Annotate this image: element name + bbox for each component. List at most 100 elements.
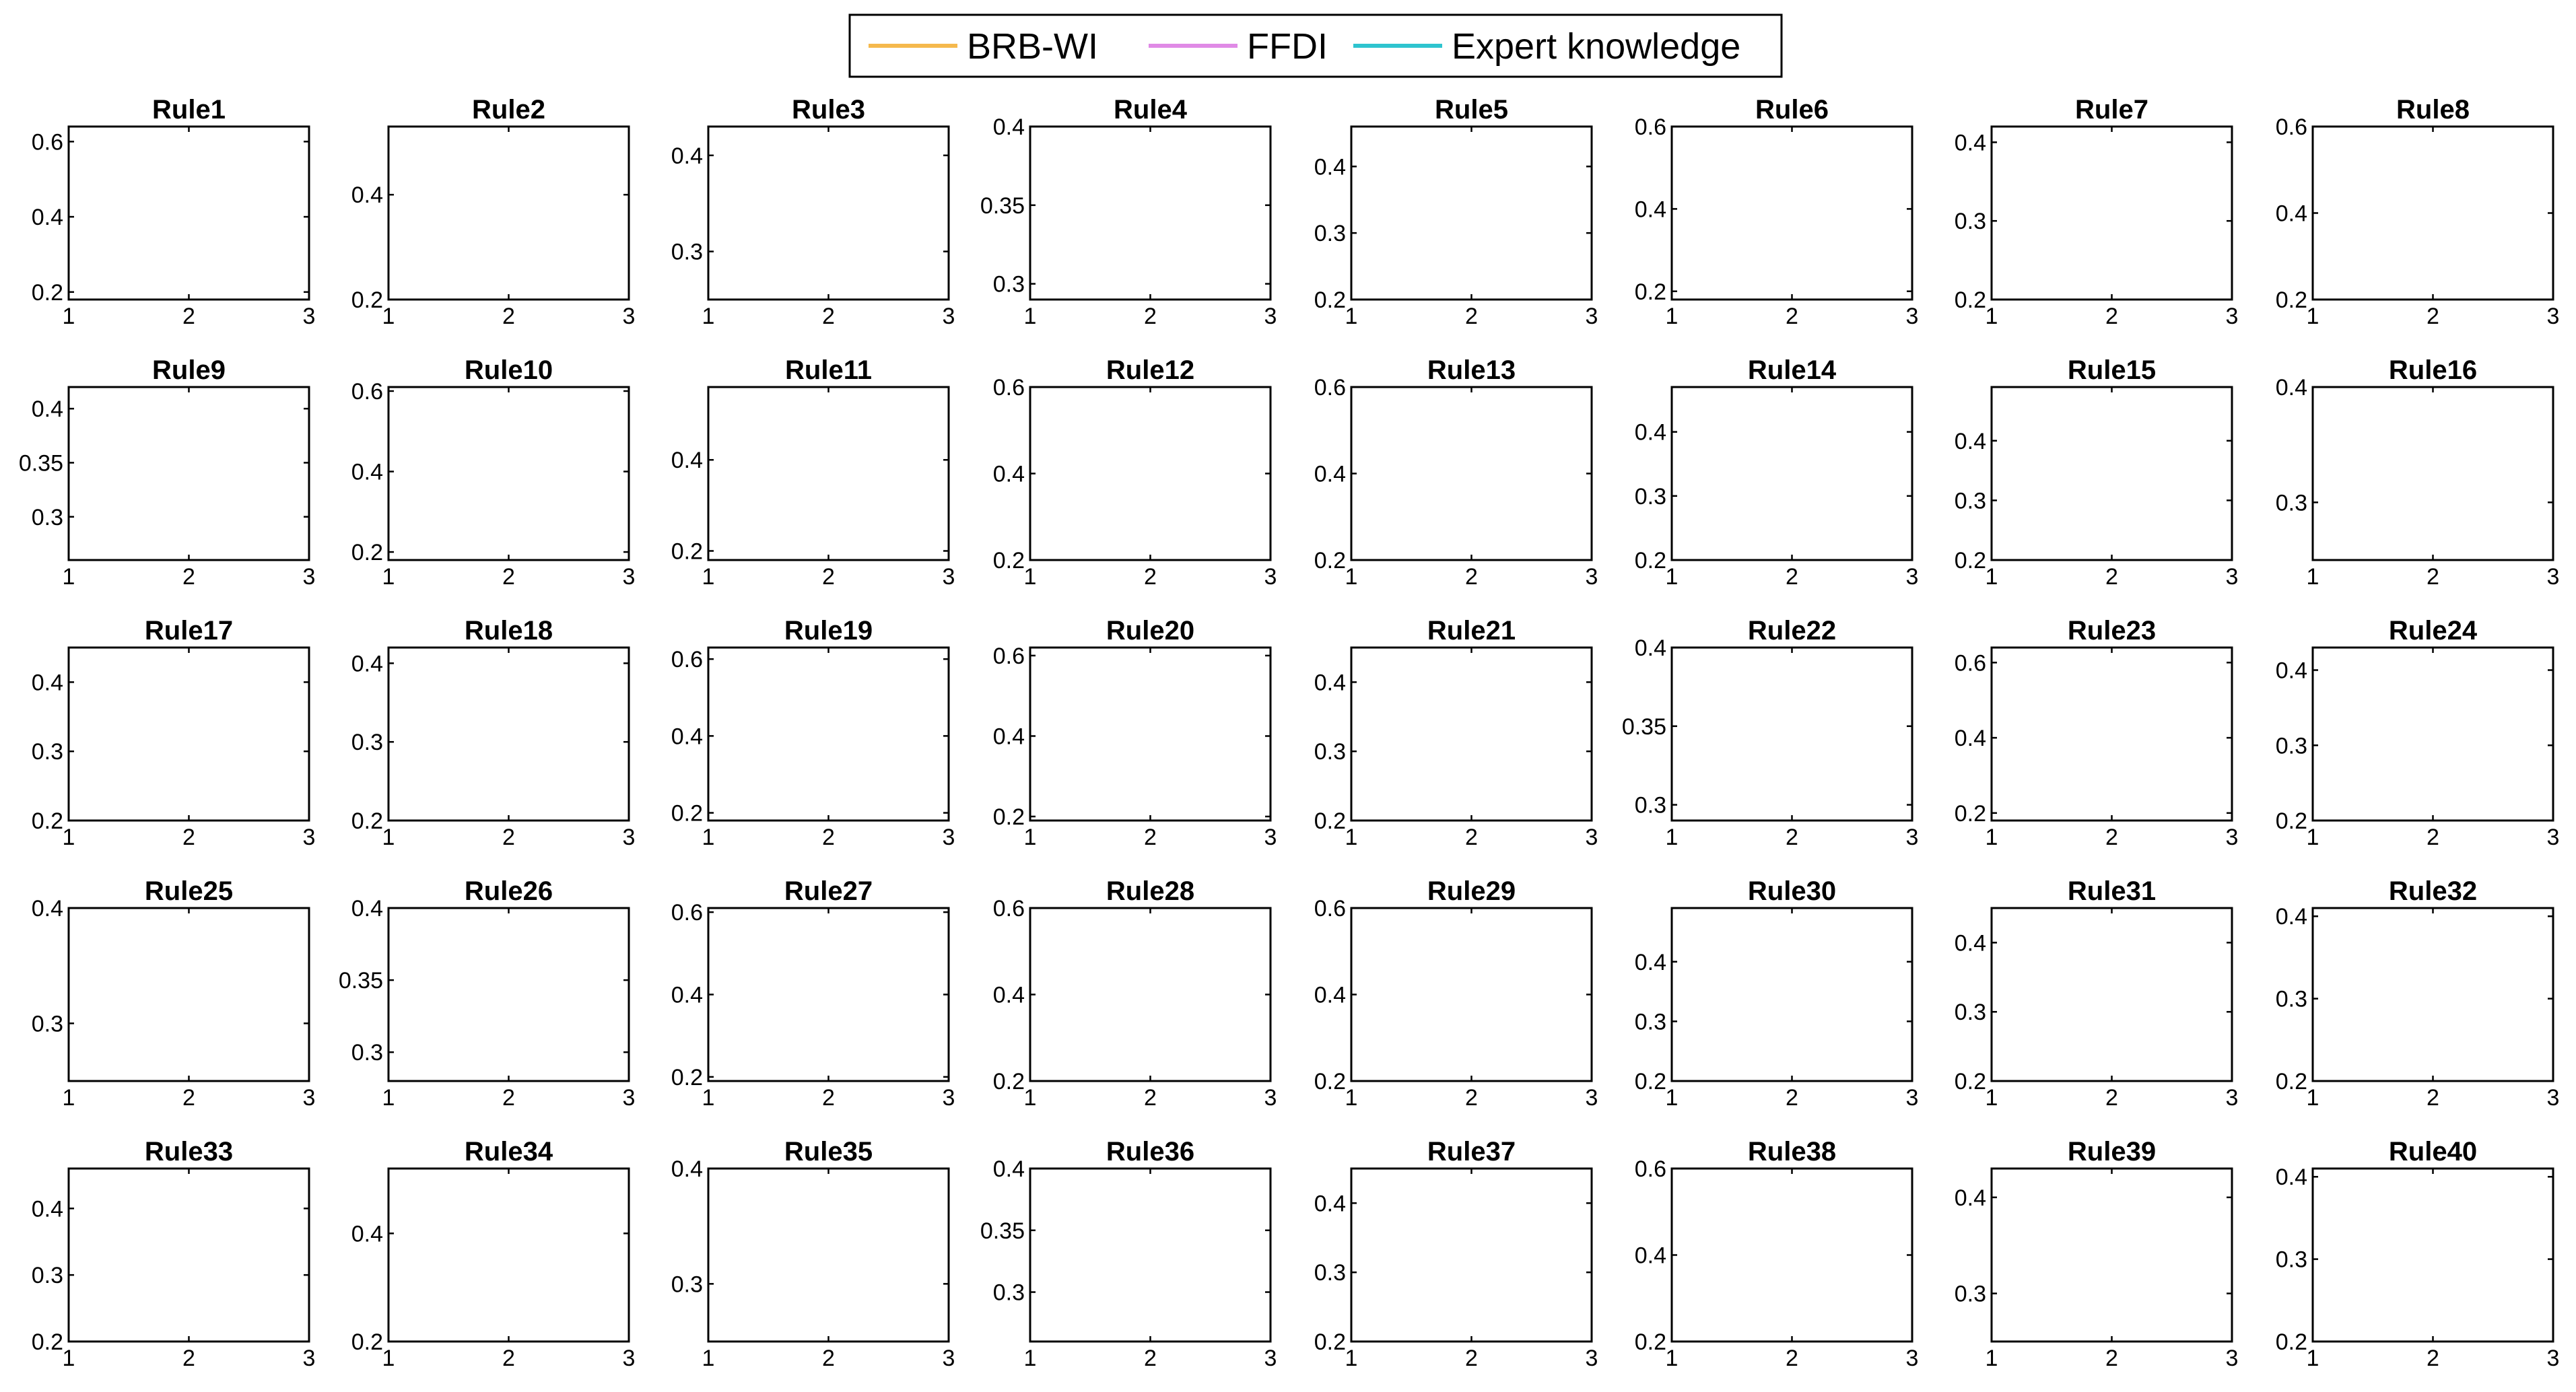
- panel-rule20: 1 2 3 0.2 0.4 0.6 Rule20: [993, 616, 1277, 850]
- y-tick-label: 0.2: [1955, 1069, 1986, 1094]
- axes-frame: [387, 1167, 630, 1343]
- y-tick-label: 0.3: [1635, 1009, 1666, 1035]
- panel-title: Rule23: [2068, 616, 2156, 646]
- axes-frame: [387, 386, 630, 561]
- y-tick-label: 0.4: [1314, 670, 1346, 695]
- axes-frame: [1990, 1167, 2233, 1343]
- panel-title: Rule37: [1427, 1137, 1516, 1167]
- x-tick-label: 1: [2307, 304, 2319, 329]
- panel-rule23: 1 2 3 0.2 0.4 0.6 Rule23: [1955, 616, 2239, 850]
- y-tick-label: 0.2: [2276, 808, 2307, 834]
- y-tick-label: 0.3: [671, 1272, 703, 1297]
- x-tick-label: 3: [2226, 1346, 2239, 1371]
- x-tick-label: 2: [1786, 825, 1798, 850]
- axes-frame: [707, 646, 950, 822]
- panel-title: Rule18: [465, 616, 553, 646]
- panel-rule25: 1 2 3 0.3 0.4 Rule25: [32, 876, 316, 1111]
- panel-rule19: 1 2 3 0.2 0.4 0.6 Rule19: [671, 616, 955, 850]
- panel-rule6: 1 2 3 0.2 0.4 0.6 Rule6: [1635, 95, 1919, 329]
- y-tick-label: 0.6: [351, 379, 383, 405]
- x-tick-label: 2: [822, 1346, 835, 1371]
- x-tick-label: 3: [1586, 1085, 1598, 1111]
- x-tick-label: 2: [502, 825, 515, 850]
- y-tick-label: 0.2: [1955, 548, 1986, 573]
- y-tick-label: 0.2: [1635, 548, 1666, 573]
- axes-frame: [67, 1167, 310, 1343]
- x-tick-label: 3: [623, 1085, 636, 1111]
- panel-rule12: 1 2 3 0.2 0.4 0.6 Rule12: [993, 355, 1277, 590]
- panel-rule7: 1 2 3 0.2 0.3 0.4 Rule7: [1955, 95, 2239, 329]
- axes-frame: [67, 907, 310, 1082]
- y-tick-label: 0.4: [993, 462, 1025, 487]
- x-tick-label: 1: [702, 1346, 715, 1371]
- y-tick-label: 0.4: [1314, 1191, 1346, 1216]
- x-tick-label: 2: [1144, 304, 1157, 329]
- axes-frame: [1990, 907, 2233, 1082]
- panel-rule3: 1 2 3 0.3 0.4 Rule3: [671, 95, 955, 329]
- x-tick-label: 3: [943, 1346, 955, 1371]
- x-tick-label: 2: [182, 304, 195, 329]
- panel-title: Rule31: [2068, 876, 2156, 906]
- x-tick-label: 1: [1345, 1346, 1358, 1371]
- x-tick-label: 1: [1986, 304, 1998, 329]
- legend-box: [848, 13, 1783, 78]
- x-tick-label: 3: [1586, 304, 1598, 329]
- x-tick-label: 3: [2226, 304, 2239, 329]
- x-tick-label: 1: [63, 304, 75, 329]
- x-tick-label: 3: [2547, 304, 2560, 329]
- y-tick-label: 0.3: [1635, 793, 1666, 819]
- y-tick-label: 0.4: [1635, 950, 1666, 975]
- panel-title: Rule20: [1106, 616, 1194, 646]
- y-tick-label: 0.2: [351, 540, 383, 565]
- panel-rule26: 1 2 3 0.3 0.35 0.4 Rule26: [339, 876, 636, 1111]
- y-tick-label: 0.4: [351, 651, 383, 676]
- y-tick-label: 0.2: [2276, 1329, 2307, 1355]
- x-tick-label: 1: [2307, 564, 2319, 590]
- y-tick-label: 0.2: [993, 548, 1025, 573]
- y-tick-label: 0.2: [2276, 1069, 2307, 1094]
- axes-frame: [1670, 907, 1913, 1082]
- panel-rule37: 1 2 3 0.2 0.3 0.4 Rule37: [1314, 1137, 1598, 1371]
- x-tick-label: 2: [1144, 825, 1157, 850]
- x-tick-label: 2: [1465, 1346, 1478, 1371]
- x-tick-label: 2: [182, 564, 195, 590]
- axes-frame: [387, 125, 630, 301]
- panel-rule32: 1 2 3 0.2 0.3 0.4 Rule32: [2276, 876, 2560, 1111]
- axes-frame: [1029, 125, 1272, 301]
- y-tick-label: 0.4: [1955, 930, 1986, 956]
- x-tick-label: 3: [2226, 1085, 2239, 1111]
- y-tick-label: 0.4: [671, 724, 703, 749]
- x-tick-label: 3: [1586, 564, 1598, 590]
- axes-frame: [1670, 386, 1913, 561]
- axes-frame: [1350, 125, 1593, 301]
- y-tick-label: 0.3: [993, 272, 1025, 298]
- x-tick-label: 3: [623, 1346, 636, 1371]
- y-tick-label: 0.4: [32, 896, 63, 921]
- y-tick-label: 0.2: [351, 1329, 383, 1355]
- y-tick-label: 0.3: [351, 730, 383, 755]
- y-tick-label: 0.3: [1635, 484, 1666, 510]
- x-tick-label: 3: [1906, 1085, 1919, 1111]
- panel-rule30: 1 2 3 0.2 0.3 0.4 Rule30: [1635, 876, 1919, 1111]
- panel-rule38: 1 2 3 0.2 0.4 0.6 Rule38: [1635, 1137, 1919, 1371]
- x-tick-label: 1: [382, 1346, 395, 1371]
- y-tick-label: 0.2: [1314, 287, 1346, 313]
- x-tick-label: 1: [1986, 825, 1998, 850]
- x-tick-label: 2: [2427, 1085, 2439, 1111]
- panel-rule39: 1 2 3 0.3 0.4 Rule39: [1955, 1137, 2239, 1371]
- x-tick-label: 3: [303, 564, 316, 590]
- panel-title: Rule21: [1427, 616, 1516, 646]
- panel-title: Rule10: [465, 355, 553, 385]
- y-tick-label: 0.3: [32, 1011, 63, 1037]
- x-tick-label: 2: [502, 304, 515, 329]
- y-tick-label: 0.4: [671, 448, 703, 473]
- panel-title: Rule2: [472, 95, 545, 125]
- y-tick-label: 0.4: [1635, 197, 1666, 222]
- y-tick-label: 0.6: [1635, 114, 1666, 140]
- legend-label-ffdi: FFDI: [1247, 26, 1328, 67]
- panel-title: Rule8: [2396, 95, 2470, 125]
- axes-frame: [1990, 125, 2233, 301]
- y-tick-label: 0.4: [2276, 904, 2307, 930]
- panel-rule1: 1 2 3 0.2 0.4 0.6 Rule1: [32, 95, 316, 329]
- panel-title: Rule28: [1106, 876, 1194, 906]
